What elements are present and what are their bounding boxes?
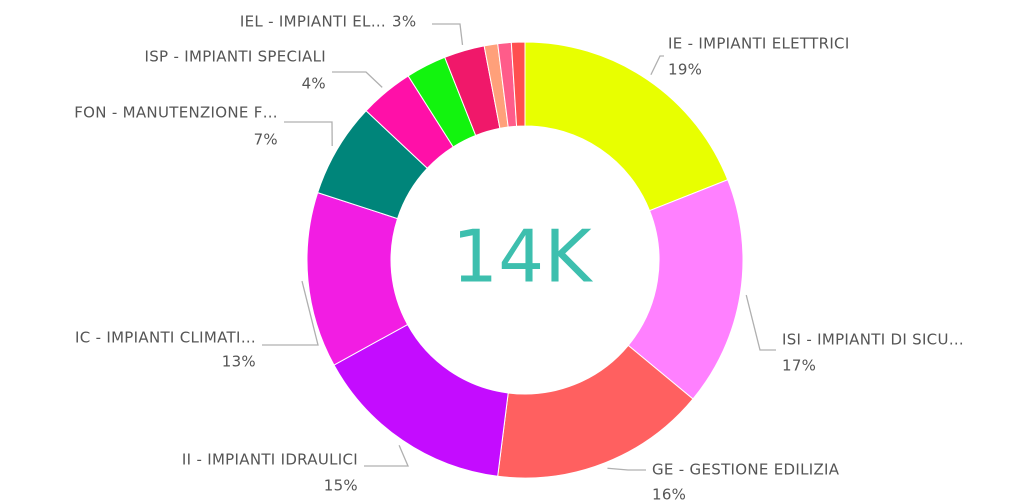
slice-label: IC - IMPIANTI CLIMATI… xyxy=(75,329,256,347)
donut-slice xyxy=(510,41,526,127)
leader-line xyxy=(332,71,383,88)
donut-slice xyxy=(524,41,729,212)
slice-label: GE - GESTIONE EDILIZIA xyxy=(652,461,840,479)
leader-line xyxy=(364,445,409,467)
center-label: 14K xyxy=(452,215,593,299)
leader-line xyxy=(262,280,319,346)
slice-value: 16% xyxy=(652,486,686,504)
slice-label: II - IMPIANTI IDRAULICI xyxy=(182,451,358,469)
leader-line xyxy=(650,55,664,76)
leader-line xyxy=(284,121,333,146)
leader-line xyxy=(607,467,646,471)
slice-value: 4% xyxy=(302,75,326,93)
slice-label: ISI - IMPIANTI DI SICU… xyxy=(782,331,964,349)
leader-line xyxy=(745,294,776,351)
leader-line xyxy=(432,23,464,45)
slice-value: 19% xyxy=(668,61,702,79)
slice-value: 15% xyxy=(324,477,358,495)
slice-label: FON - MANUTENZIONE F… xyxy=(74,104,278,122)
slice-value: 3% xyxy=(392,13,416,31)
slice-label: IEL - IMPIANTI EL… xyxy=(240,13,386,31)
slice-value: 17% xyxy=(782,357,816,375)
slice-value: 13% xyxy=(222,353,256,371)
slice-label: ISP - IMPIANTI SPECIALI xyxy=(145,48,327,66)
slice-value: 7% xyxy=(254,131,278,149)
slice-label: IE - IMPIANTI ELETTRICI xyxy=(668,35,850,53)
